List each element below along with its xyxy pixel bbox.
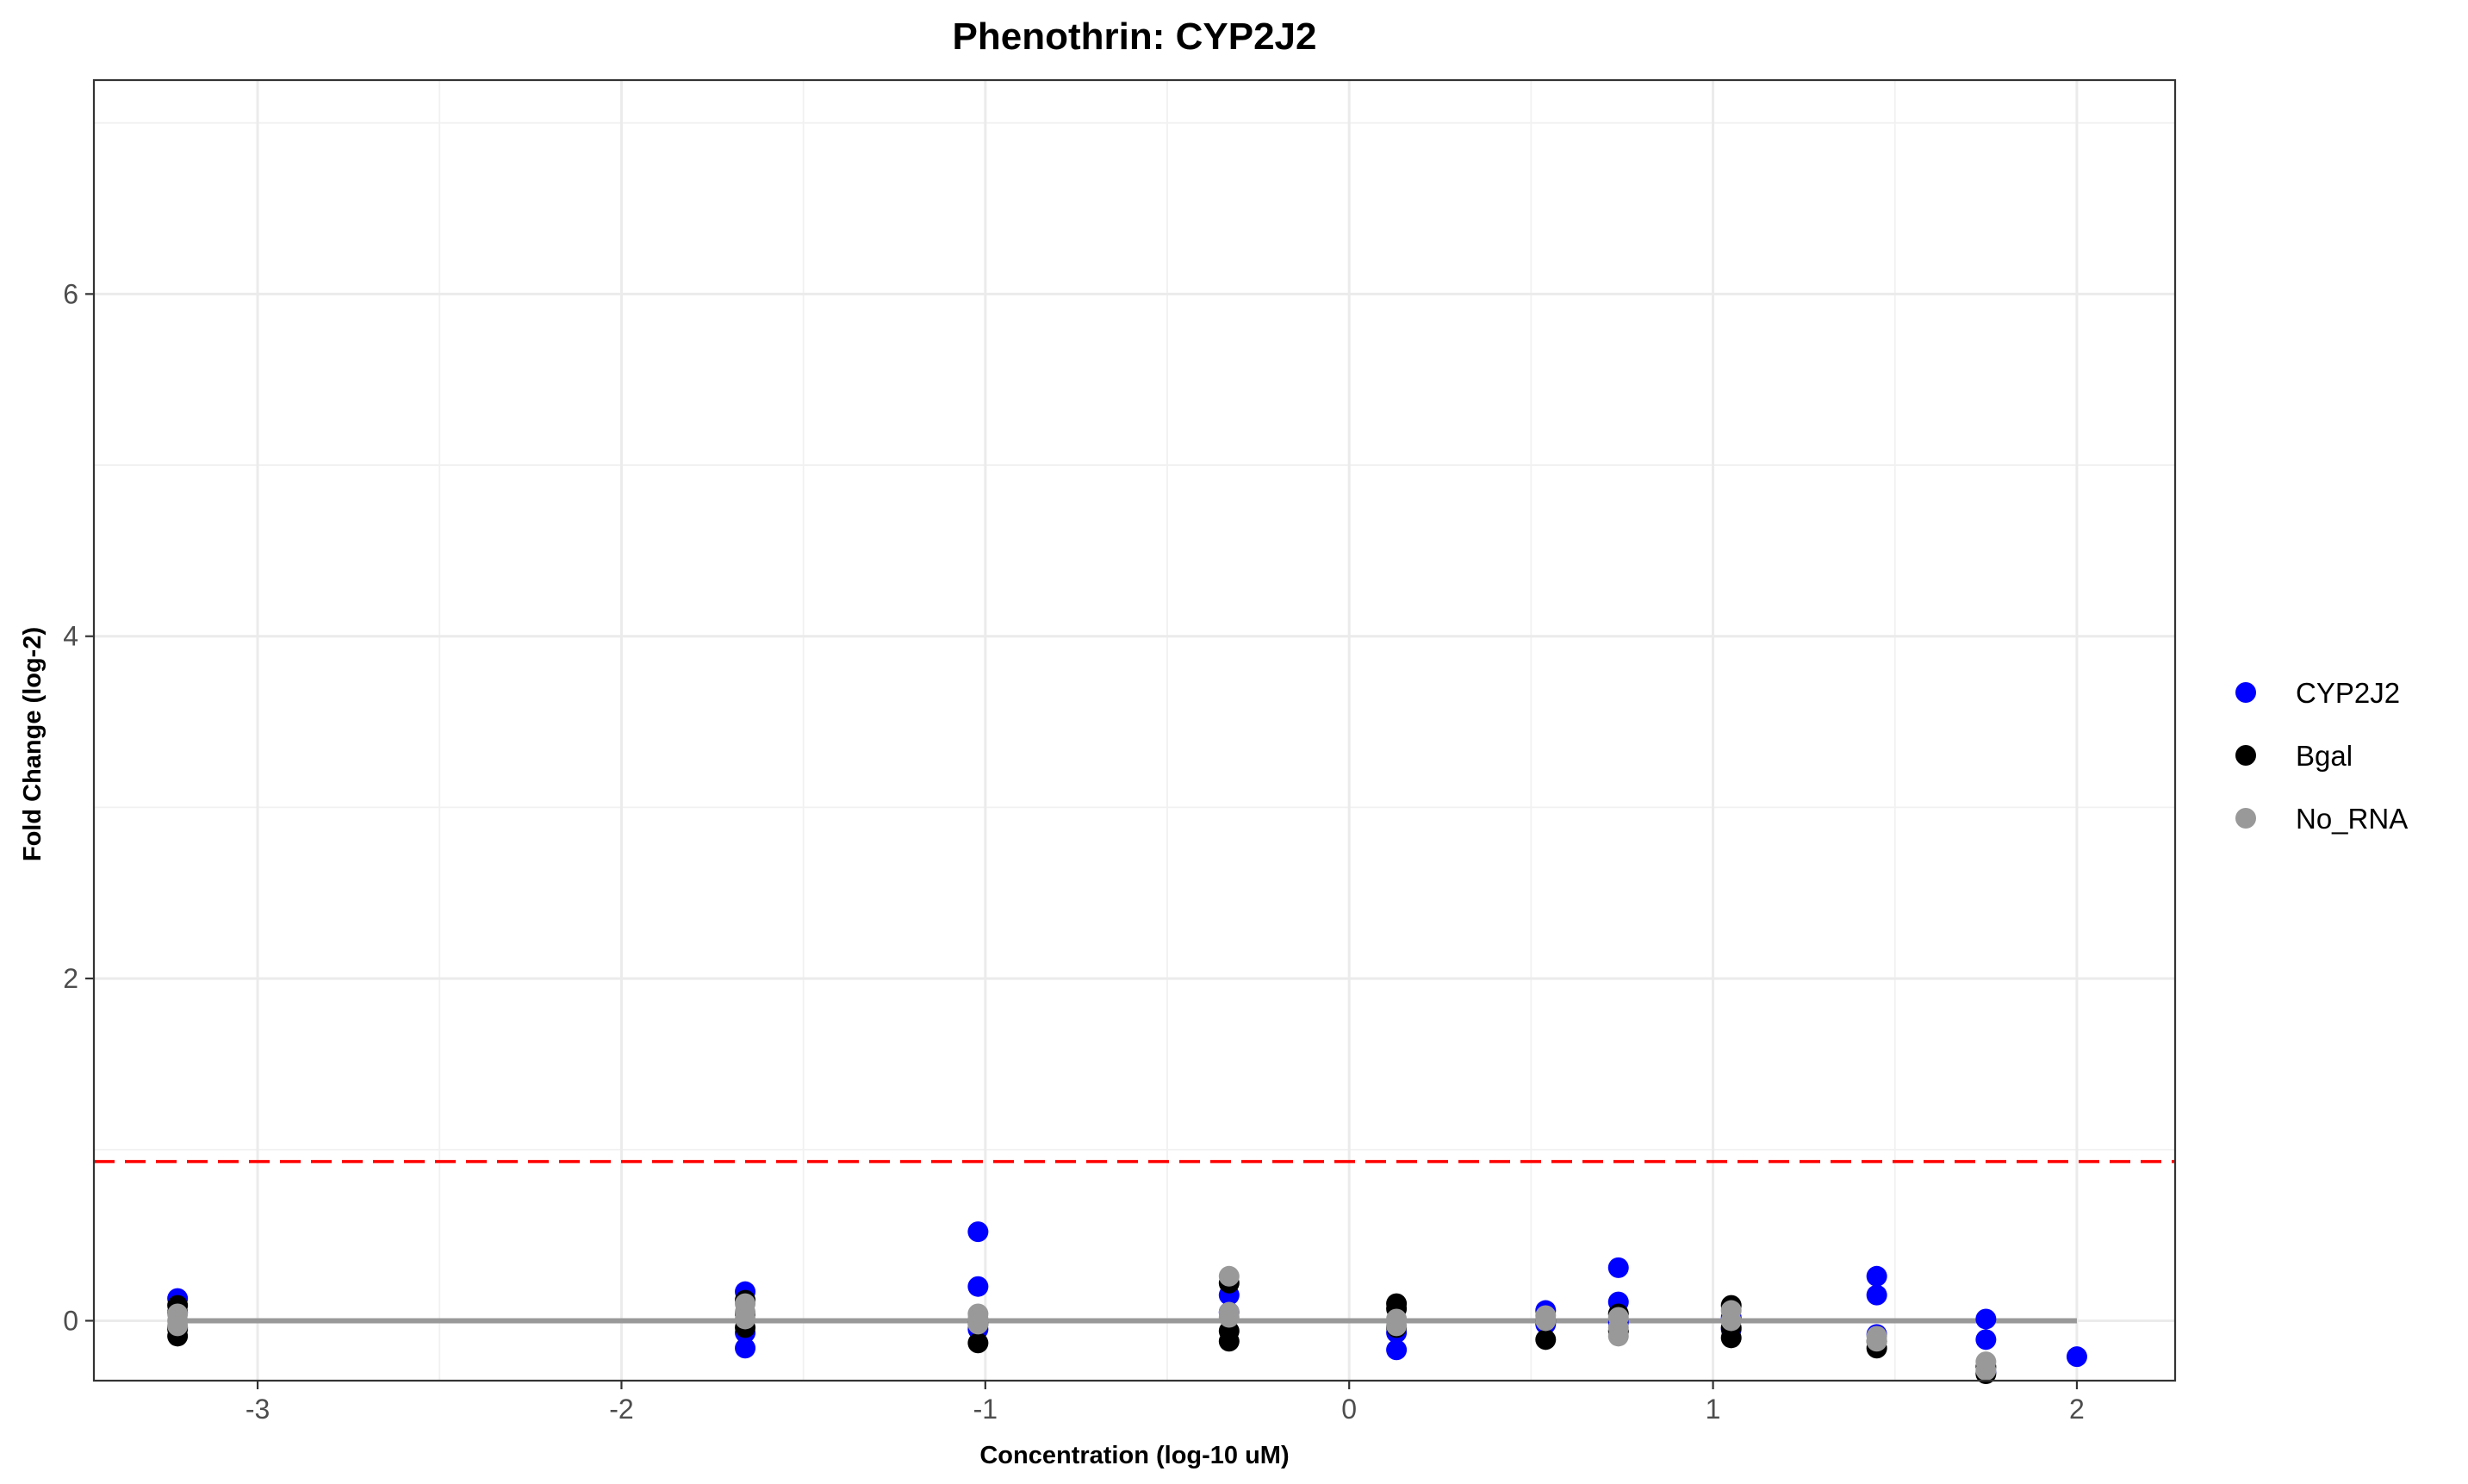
data-point-no-rna <box>967 1313 989 1335</box>
data-point-no-rna <box>1607 1326 1629 1347</box>
data-point-bgal <box>1535 1329 1557 1351</box>
x-tick-label: 2 <box>2069 1394 2085 1425</box>
x-tick-label: -3 <box>246 1394 270 1425</box>
legend-label-cyp2j2: CYP2J2 <box>2296 677 2400 709</box>
series-no-rna <box>167 1265 1997 1382</box>
plot-panel-border <box>92 78 2177 1382</box>
data-point-cyp2j2 <box>1866 1265 1887 1287</box>
data-point-no-rna <box>1218 1307 1240 1328</box>
x-tick-label: 0 <box>1341 1394 1357 1425</box>
data-point-no-rna <box>1975 1360 1997 1382</box>
y-tick-label: 0 <box>63 1305 78 1336</box>
legend-item-bgal: Bgal <box>2235 740 2353 772</box>
data-point-cyp2j2 <box>1975 1329 1997 1351</box>
data-point-bgal <box>1720 1327 1742 1349</box>
x-axis-title: Concentration (log-10 uM) <box>979 1442 1289 1469</box>
legend-item-no-rna: No_RNA <box>2235 803 2408 835</box>
data-point-cyp2j2 <box>1607 1257 1629 1278</box>
x-tick-label: -1 <box>973 1394 998 1425</box>
x-tick-label: -2 <box>609 1394 633 1425</box>
x-axis: -3 -2 -1 0 1 2 <box>246 1381 2085 1425</box>
data-point-no-rna <box>735 1308 756 1330</box>
data-point-cyp2j2 <box>735 1338 756 1359</box>
data-point-cyp2j2 <box>1386 1339 1408 1361</box>
y-axis-title: Fold Change (log-2) <box>19 627 47 861</box>
data-point-cyp2j2 <box>1975 1308 1997 1330</box>
data-point-no-rna <box>1218 1265 1240 1287</box>
legend-item-cyp2j2: CYP2J2 <box>2235 677 2400 709</box>
chart-title: Phenothrin: CYP2J2 <box>953 16 1317 58</box>
data-point-no-rna <box>1386 1315 1408 1337</box>
data-point-cyp2j2 <box>2066 1346 2087 1368</box>
plot-panel <box>94 80 2175 1381</box>
grid-minor <box>94 80 2175 1381</box>
y-axis: 0 2 4 6 <box>63 278 94 1336</box>
data-point-no-rna <box>167 1315 189 1337</box>
legend-key-no-rna <box>2235 808 2256 829</box>
data-point-bgal <box>967 1332 989 1354</box>
data-point-no-rna <box>1720 1310 1742 1332</box>
y-tick-label: 2 <box>63 963 78 994</box>
data-point-cyp2j2 <box>967 1221 989 1243</box>
y-tick-label: 4 <box>63 621 78 652</box>
points-layer <box>167 1221 2087 1385</box>
legend-key-bgal <box>2235 745 2256 766</box>
legend-label-no-rna: No_RNA <box>2296 803 2408 835</box>
data-point-cyp2j2 <box>967 1276 989 1297</box>
legend-label-bgal: Bgal <box>2296 740 2353 772</box>
y-tick-label: 6 <box>63 278 78 309</box>
data-point-cyp2j2 <box>1866 1284 1887 1306</box>
data-point-bgal <box>1218 1331 1240 1352</box>
data-point-no-rna <box>1535 1310 1557 1332</box>
x-tick-label: 1 <box>1706 1394 1721 1425</box>
legend-key-cyp2j2 <box>2235 682 2256 703</box>
legend: CYP2J2 Bgal No_RNA <box>2235 677 2408 835</box>
data-point-no-rna <box>1866 1331 1887 1352</box>
